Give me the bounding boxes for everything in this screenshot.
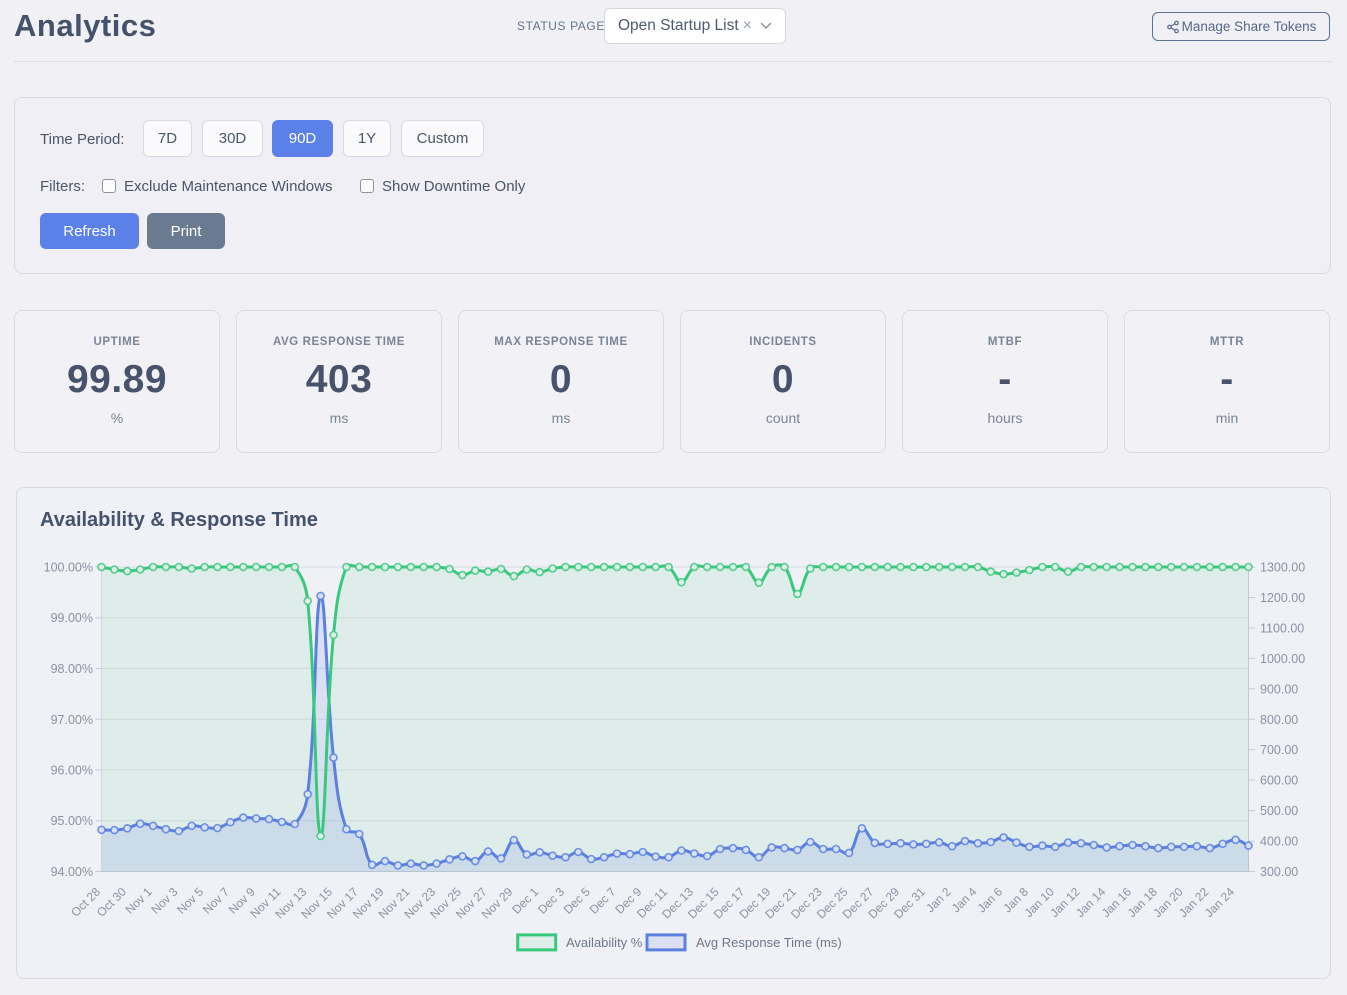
svg-text:97.00%: 97.00% xyxy=(51,713,93,727)
svg-text:98.00%: 98.00% xyxy=(51,662,93,676)
svg-text:94.00%: 94.00% xyxy=(51,865,93,879)
svg-text:Dec 5: Dec 5 xyxy=(561,884,593,916)
svg-text:Jan 2: Jan 2 xyxy=(923,884,954,915)
svg-text:Jan 4: Jan 4 xyxy=(949,884,980,915)
svg-text:Dec 7: Dec 7 xyxy=(587,884,619,916)
svg-text:500.00: 500.00 xyxy=(1260,804,1298,818)
svg-text:Nov 7: Nov 7 xyxy=(200,884,232,916)
svg-text:Oct 30: Oct 30 xyxy=(94,884,129,919)
svg-text:1000.00: 1000.00 xyxy=(1260,652,1305,666)
svg-text:Nov 3: Nov 3 xyxy=(148,884,180,916)
svg-text:1100.00: 1100.00 xyxy=(1260,621,1304,635)
svg-text:900.00: 900.00 xyxy=(1260,682,1298,696)
svg-text:Jan 6: Jan 6 xyxy=(975,884,1006,915)
svg-text:Nov 5: Nov 5 xyxy=(174,884,206,916)
svg-text:100.00%: 100.00% xyxy=(44,561,93,575)
svg-text:Dec 3: Dec 3 xyxy=(535,884,567,916)
svg-text:700.00: 700.00 xyxy=(1260,743,1298,757)
svg-text:Jan 24: Jan 24 xyxy=(1202,884,1238,920)
svg-text:1300.00: 1300.00 xyxy=(1260,561,1305,575)
svg-text:400.00: 400.00 xyxy=(1260,835,1298,849)
svg-text:300.00: 300.00 xyxy=(1260,865,1298,879)
svg-text:96.00%: 96.00% xyxy=(51,764,93,778)
svg-text:Nov 1: Nov 1 xyxy=(123,884,155,916)
svg-text:Availability %: Availability % xyxy=(566,935,643,950)
svg-text:99.00%: 99.00% xyxy=(51,611,93,625)
svg-text:Avg Response Time (ms): Avg Response Time (ms) xyxy=(696,935,842,950)
svg-text:95.00%: 95.00% xyxy=(51,814,93,828)
svg-text:800.00: 800.00 xyxy=(1260,713,1298,727)
svg-text:Dec 1: Dec 1 xyxy=(509,884,541,916)
svg-text:1200.00: 1200.00 xyxy=(1260,591,1305,605)
svg-text:600.00: 600.00 xyxy=(1260,774,1298,788)
